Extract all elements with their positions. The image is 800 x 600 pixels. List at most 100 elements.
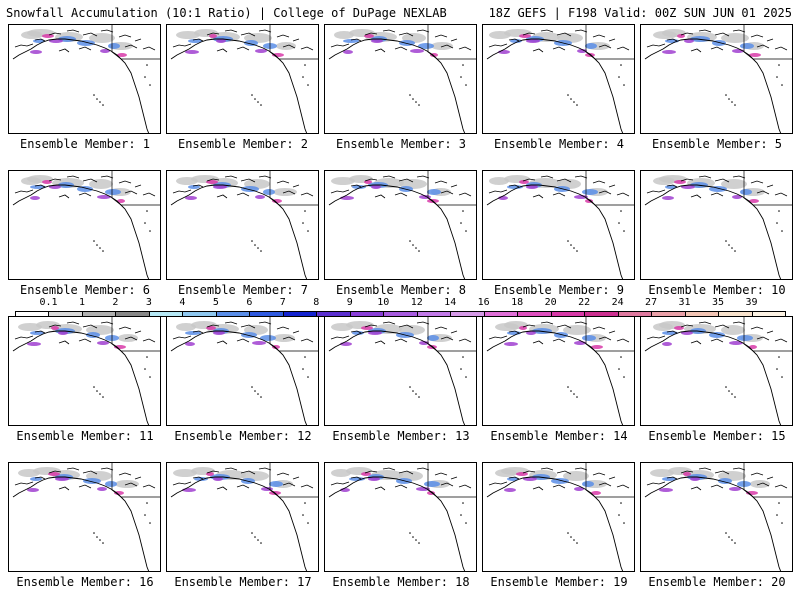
island-coast (556, 178, 572, 183)
island-dot (731, 101, 733, 103)
island-coast (192, 38, 204, 42)
island-coast (192, 330, 204, 334)
coastline (328, 476, 466, 571)
snow-area (117, 199, 125, 203)
island-coast (118, 472, 132, 476)
colorbar-tick-label: 39 (745, 297, 758, 308)
colorbar-segment (48, 311, 83, 317)
snow-area (364, 34, 374, 38)
island-coast (450, 330, 458, 334)
snow-area (97, 487, 107, 491)
island-dot (96, 244, 98, 246)
colorbar-segment (282, 311, 318, 317)
island-coast (646, 43, 666, 48)
island-dot (254, 98, 256, 100)
colorbar-segment (148, 311, 184, 317)
island-dot (460, 76, 462, 78)
snow-area (272, 199, 282, 203)
island-dot (567, 532, 569, 534)
ensemble-member-label: Ensemble Member: 18 (332, 575, 470, 589)
coastline (486, 184, 624, 279)
island-coast (374, 340, 386, 345)
island-dot (412, 390, 414, 392)
country-border (585, 317, 634, 352)
island-coast (100, 29, 114, 33)
island-coast (292, 330, 300, 334)
island-coast (382, 29, 396, 33)
island-dot (149, 522, 151, 524)
colorbar-tick-label: 9 (346, 297, 353, 308)
island-dot (149, 230, 151, 232)
island-dot (96, 390, 98, 392)
island-dot (415, 393, 417, 395)
island-dot (462, 356, 464, 358)
island-coast (710, 338, 724, 343)
island-coast (236, 46, 250, 51)
snow-area (188, 39, 202, 43)
ensemble-member-label: Ensemble Member: 2 (177, 137, 309, 151)
map-panel-member-10 (640, 170, 793, 280)
island-coast (142, 46, 156, 51)
island-coast (556, 32, 572, 37)
island-dot (418, 104, 420, 106)
island-coast (224, 321, 238, 325)
island-dot (307, 84, 309, 86)
map-panel-member-7 (166, 170, 319, 280)
island-coast (522, 178, 536, 182)
island-coast (488, 335, 508, 340)
map-panel-member-12 (166, 316, 319, 426)
island-coast (78, 338, 92, 343)
island-coast (48, 178, 62, 182)
snowfall-map (170, 25, 318, 133)
island-dot (623, 376, 625, 378)
island-dot (731, 247, 733, 249)
snow-area (185, 50, 199, 54)
island-dot (418, 396, 420, 398)
island-dot (778, 64, 780, 66)
island-dot (462, 502, 464, 504)
snow-area (526, 39, 540, 43)
country-border (585, 463, 634, 498)
island-coast (236, 338, 250, 343)
island-coast (440, 336, 454, 341)
island-coast (690, 194, 702, 199)
island-dot (570, 536, 572, 538)
snow-area (27, 488, 39, 492)
snow-area (213, 185, 227, 189)
island-coast (690, 340, 702, 345)
coastline (328, 38, 466, 133)
island-coast (350, 476, 362, 480)
snowfall-map (12, 171, 160, 279)
island-dot (618, 514, 620, 516)
snow-area (582, 189, 598, 195)
island-dot (144, 76, 146, 78)
snow-area (255, 49, 267, 53)
ensemble-member-label: Ensemble Member: 7 (177, 283, 309, 297)
colorbar-tick-label: 3 (145, 297, 152, 308)
ensemble-member-label: Ensemble Member: 6 (19, 283, 151, 297)
island-coast (532, 340, 544, 345)
island-dot (302, 222, 304, 224)
map-panel-member-20 (640, 462, 793, 572)
island-dot (576, 104, 578, 106)
snow-area (108, 43, 120, 49)
island-dot (251, 94, 253, 96)
snow-area (749, 345, 757, 349)
island-dot (102, 250, 104, 252)
snow-area (343, 50, 353, 54)
snow-area (519, 326, 527, 330)
snow-area (206, 180, 218, 184)
island-coast (66, 29, 80, 33)
island-dot (146, 502, 148, 504)
island-dot (776, 76, 778, 78)
ensemble-member-label: Ensemble Member: 5 (651, 137, 783, 151)
colorbar-tick-label: 6 (246, 297, 253, 308)
country-border (111, 25, 160, 60)
island-dot (573, 247, 575, 249)
colorbar-tick-label: 7 (279, 297, 286, 308)
island-coast (608, 330, 616, 334)
snowfall-map (12, 317, 160, 425)
colorbar-segment (349, 311, 385, 317)
snow-area (574, 195, 588, 199)
island-dot (418, 542, 420, 544)
